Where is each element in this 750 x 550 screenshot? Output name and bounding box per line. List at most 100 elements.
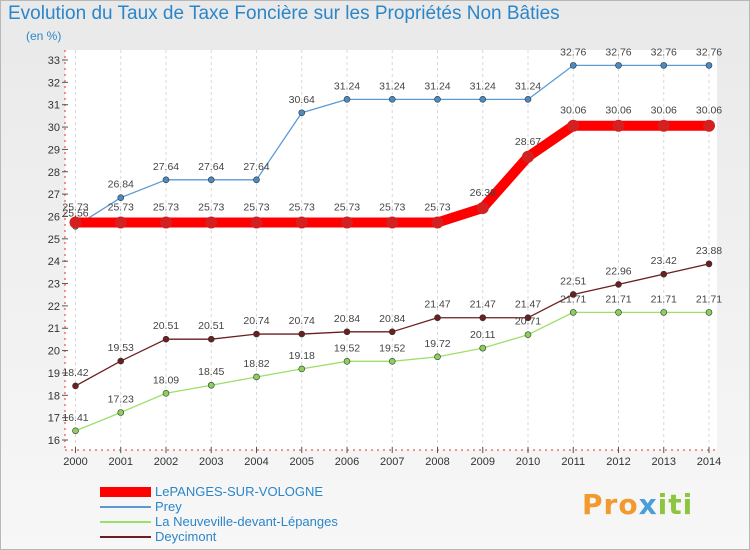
data-point xyxy=(567,119,580,132)
data-point xyxy=(657,119,670,132)
y-tick-label: 31 xyxy=(48,100,60,112)
data-label: 30.06 xyxy=(605,105,631,117)
data-label: 27.64 xyxy=(153,161,179,173)
data-point xyxy=(207,381,215,389)
legend-swatch xyxy=(100,506,151,508)
data-label: 20.84 xyxy=(379,313,405,325)
data-label: 20.84 xyxy=(334,313,360,325)
y-tick-label: 20 xyxy=(48,346,60,358)
data-label: 31.24 xyxy=(424,80,450,92)
data-label: 25.56 xyxy=(62,207,88,219)
data-label: 32.76 xyxy=(605,46,631,58)
x-tick-label: 2007 xyxy=(380,456,404,468)
data-point xyxy=(479,344,487,352)
data-point xyxy=(298,109,306,117)
y-tick-label: 23 xyxy=(48,279,60,291)
data-point xyxy=(612,119,625,132)
data-label: 21.71 xyxy=(651,293,677,305)
data-label: 27.64 xyxy=(243,161,269,173)
y-tick-label: 25 xyxy=(48,234,60,246)
data-point xyxy=(431,216,444,229)
data-point xyxy=(253,373,260,381)
data-point xyxy=(524,314,532,322)
data-point xyxy=(341,216,353,229)
data-point xyxy=(72,427,79,435)
data-point xyxy=(615,309,622,316)
data-point xyxy=(162,335,170,343)
data-label: 31.24 xyxy=(515,80,541,92)
data-point xyxy=(207,176,215,184)
y-tick-label: 30 xyxy=(48,122,60,134)
data-label: 23.88 xyxy=(696,245,722,257)
data-label: 30.06 xyxy=(560,105,586,117)
y-tick-label: 29 xyxy=(48,144,60,156)
legend-label: Deycimont xyxy=(155,529,217,544)
data-label: 25.73 xyxy=(153,202,179,214)
data-point xyxy=(69,216,82,229)
x-tick-label: 2000 xyxy=(63,456,87,468)
x-tick-label: 2009 xyxy=(471,456,495,468)
data-point xyxy=(250,216,263,229)
y-tick-label: 22 xyxy=(48,301,60,313)
data-point xyxy=(295,216,308,229)
data-label: 18.42 xyxy=(62,367,88,379)
data-label: 17.23 xyxy=(108,394,134,406)
legend-label: LePANGES-SUR-VOLOGNE xyxy=(155,484,324,499)
data-point xyxy=(343,96,351,103)
data-point xyxy=(434,96,441,103)
data-point xyxy=(524,96,532,103)
data-point xyxy=(117,194,125,201)
data-point xyxy=(207,335,215,343)
data-point xyxy=(160,216,172,229)
data-label: 16.41 xyxy=(62,412,88,424)
data-point xyxy=(705,62,713,69)
data-point xyxy=(476,201,489,214)
data-label: 20.71 xyxy=(515,316,541,328)
chart-subtitle: (en %) xyxy=(26,29,62,43)
data-label: 20.51 xyxy=(198,320,224,332)
data-label: 20.74 xyxy=(243,315,269,327)
data-label: 25.73 xyxy=(289,202,315,214)
data-label: 20.51 xyxy=(153,320,179,332)
data-label: 19.52 xyxy=(334,342,360,354)
data-label: 32.76 xyxy=(651,46,677,58)
data-label: 25.73 xyxy=(243,202,269,214)
x-tick-label: 2005 xyxy=(290,456,314,468)
data-point xyxy=(660,270,668,278)
data-point xyxy=(479,96,487,103)
y-tick-label: 19 xyxy=(48,368,60,380)
data-point xyxy=(343,358,351,365)
data-label: 32.76 xyxy=(560,46,586,58)
data-label: 19.72 xyxy=(424,338,450,350)
y-tick-label: 32 xyxy=(48,77,60,89)
data-label: 26.38 xyxy=(470,187,496,199)
x-tick-label: 2011 xyxy=(561,456,585,468)
data-point xyxy=(705,260,713,268)
data-point xyxy=(388,358,396,365)
x-tick-label: 2013 xyxy=(652,456,676,468)
data-label: 31.24 xyxy=(379,80,405,92)
data-label: 18.82 xyxy=(243,358,269,370)
logo-part-x: x xyxy=(638,488,658,521)
data-point xyxy=(524,331,532,339)
x-tick-label: 2004 xyxy=(244,456,268,468)
data-label: 20.11 xyxy=(470,329,496,341)
data-label: 18.45 xyxy=(198,366,224,378)
data-label: 31.24 xyxy=(470,80,496,92)
x-tick-label: 2012 xyxy=(606,456,630,468)
data-label: 21.71 xyxy=(605,293,631,305)
data-point xyxy=(117,357,125,365)
x-tick-label: 2001 xyxy=(109,456,133,468)
y-tick-label: 16 xyxy=(48,435,60,447)
data-point xyxy=(253,176,260,184)
chart-title: Evolution du Taux de Taxe Foncière sur l… xyxy=(8,3,560,24)
data-label: 23.42 xyxy=(651,255,677,267)
data-point xyxy=(569,62,577,69)
data-point xyxy=(343,328,351,336)
data-label: 21.47 xyxy=(515,299,541,311)
data-label: 25.73 xyxy=(108,202,134,214)
data-label: 21.47 xyxy=(424,299,450,311)
data-label: 31.24 xyxy=(334,80,360,92)
data-point xyxy=(615,62,622,69)
